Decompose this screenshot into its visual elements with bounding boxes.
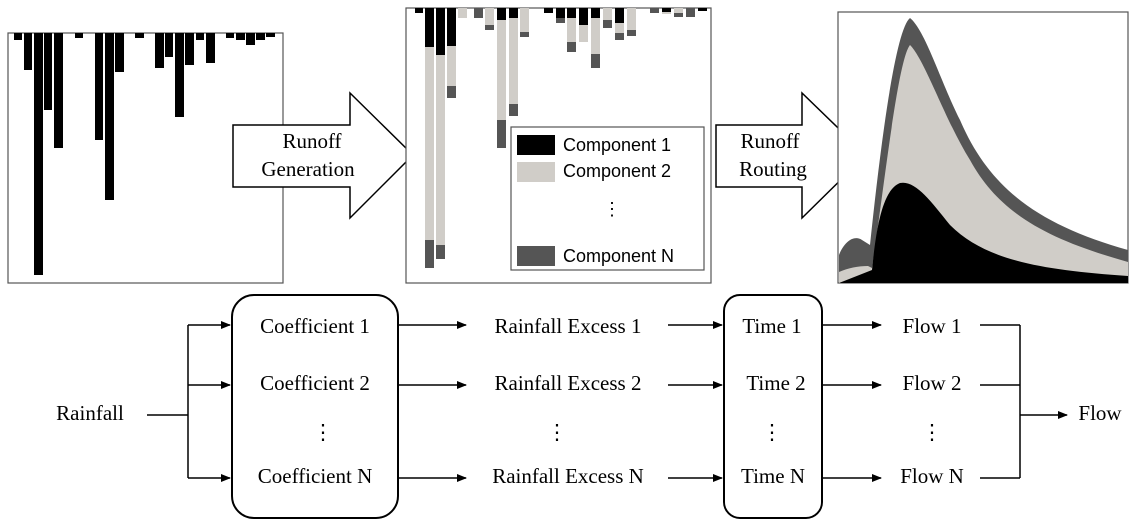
legend: Component 1 Component 2 ⋮ Component N [510,126,705,271]
excess-label: Rainfall Excess 2 [495,371,642,395]
flow-label: Flow N [900,464,964,488]
arrow-label: Runoff [282,129,341,153]
excess-label: Rainfall Excess N [492,464,644,488]
ellipsis: ⋮ [313,420,334,444]
coefficient-label: Coefficient 2 [260,371,370,395]
routing-arrow: Runoff Routing [715,91,868,220]
coefficient-box [231,294,399,519]
generation-arrow: Runoff Generation [232,91,415,220]
arrow-label: Routing [739,157,807,181]
legend-ellipsis: ⋮ [603,199,621,219]
ellipsis: ⋮ [547,420,568,444]
flow-panel [837,11,1129,284]
time-label: Time 1 [742,314,801,338]
output-label: Flow [1078,401,1122,425]
coefficient-label: Coefficient 1 [260,314,370,338]
time-label: Time N [741,464,805,488]
input-label: Rainfall [56,401,124,425]
legend-label: Component 1 [563,135,671,155]
ellipsis: ⋮ [922,420,943,444]
coefficient-label: Coefficient N [258,464,373,488]
time-label: Time 2 [746,371,805,395]
arrow-label: Runoff [740,129,799,153]
flow-label: Flow 1 [903,314,962,338]
flow-diagram: Rainfall Flow Coefficient 1 Coefficient … [56,294,1122,519]
legend-label: Component N [563,246,674,266]
arrow-label: Generation [261,157,355,181]
legend-label: Component 2 [563,161,671,181]
excess-label: Rainfall Excess 1 [495,314,642,338]
ellipsis: ⋮ [762,420,783,444]
time-box [723,294,823,519]
flow-label: Flow 2 [903,371,962,395]
excess-panel: Component 1 Component 2 ⋮ Component N [405,7,712,284]
